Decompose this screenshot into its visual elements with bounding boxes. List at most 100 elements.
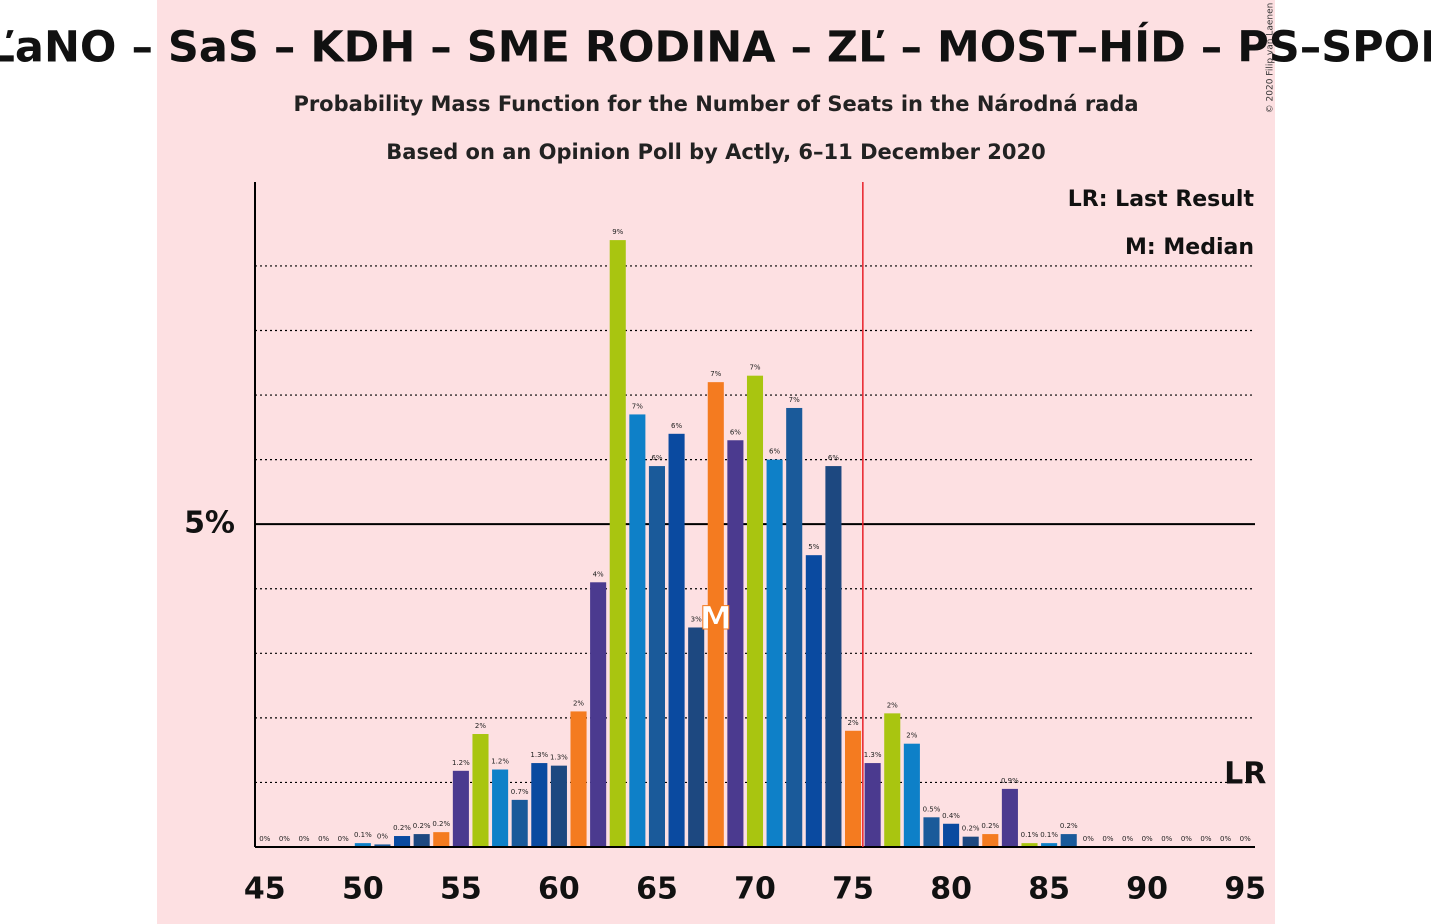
bar (472, 734, 489, 847)
bar (688, 627, 705, 847)
x-tick-label: 65 (636, 872, 678, 907)
value-label: 0% (1083, 835, 1094, 843)
value-label: 0% (1102, 835, 1113, 843)
value-label: 0% (318, 835, 329, 843)
value-label: 7% (789, 396, 800, 404)
value-label: 6% (730, 428, 741, 436)
value-label: 0.2% (393, 824, 411, 832)
value-label: 2% (887, 701, 898, 709)
legend-entry: LR: Last Result (1068, 187, 1255, 212)
bar (786, 407, 803, 847)
value-label: 1.3% (530, 751, 548, 759)
bar (511, 799, 528, 847)
bar (903, 743, 920, 847)
y-tick-label: 5% (184, 506, 235, 541)
bar (492, 769, 509, 847)
last-result-marker: LR (1224, 757, 1266, 792)
value-label: 6% (671, 422, 682, 430)
bar (609, 240, 626, 847)
bar (550, 765, 567, 847)
bar (884, 713, 901, 847)
bar (590, 582, 607, 847)
bar (982, 834, 999, 847)
bar (923, 817, 940, 847)
bar (531, 763, 548, 847)
bar (413, 834, 430, 847)
x-tick-label: 70 (734, 872, 776, 907)
bar (943, 823, 960, 847)
chart-subtitle: Based on an Opinion Poll by Actly, 6–11 … (386, 140, 1045, 164)
bar (805, 555, 822, 847)
bar (394, 836, 411, 847)
bar (668, 433, 685, 847)
x-tick-label: 80 (930, 872, 972, 907)
median-marker: M (700, 599, 732, 637)
x-tick-label: 95 (1224, 872, 1266, 907)
bar (452, 770, 469, 847)
value-label: 2% (573, 699, 584, 707)
bar (354, 843, 371, 847)
bar (727, 440, 744, 847)
value-label: 4% (593, 570, 604, 578)
bar (825, 466, 842, 847)
value-label: 0.2% (981, 822, 999, 830)
value-label: 0.2% (1060, 822, 1078, 830)
value-label: 1.3% (550, 754, 568, 762)
bar (374, 844, 391, 847)
value-label: 0.1% (1021, 831, 1039, 839)
value-label: 0% (1122, 835, 1133, 843)
value-label: 2% (847, 719, 858, 727)
x-tick-label: 50 (342, 872, 384, 907)
value-label: 7% (632, 402, 643, 410)
chart-subtitle: Probability Mass Function for the Number… (293, 92, 1138, 116)
value-label: 5% (808, 543, 819, 551)
chart-title: OĽaNO – SaS – KDH – SME RODINA – ZĽ – MO… (0, 22, 1431, 73)
value-label: 1.2% (452, 759, 470, 767)
value-label: 0% (338, 835, 349, 843)
value-label: 0% (1142, 835, 1153, 843)
value-label: 0.1% (1040, 831, 1058, 839)
value-label: 0% (259, 835, 270, 843)
value-label: 6% (651, 454, 662, 462)
value-label: 0% (1240, 835, 1251, 843)
value-label: 2% (906, 732, 917, 740)
bar (629, 414, 646, 847)
value-label: 1.3% (864, 751, 882, 759)
value-label: 3% (691, 615, 702, 623)
value-label: 0.4% (942, 812, 960, 820)
value-label: 0% (377, 832, 388, 840)
value-label: 7% (749, 364, 760, 372)
x-tick-label: 60 (538, 872, 580, 907)
value-label: 0.2% (962, 825, 980, 833)
bar (962, 836, 979, 847)
x-tick-label: 55 (440, 872, 482, 907)
value-label: 0% (1200, 835, 1211, 843)
bar (1041, 843, 1058, 847)
bar (1021, 843, 1038, 847)
value-label: 6% (828, 454, 839, 462)
bar (648, 466, 665, 847)
value-label: 0.5% (923, 805, 941, 813)
value-label: 2% (475, 722, 486, 730)
x-tick-label: 85 (1028, 872, 1070, 907)
value-label: 0.7% (511, 788, 529, 796)
value-label: 0% (1161, 835, 1172, 843)
value-label: 0% (1220, 835, 1231, 843)
x-tick-label: 90 (1126, 872, 1168, 907)
value-label: 6% (769, 448, 780, 456)
bar (570, 711, 587, 847)
value-label: 0.2% (432, 820, 450, 828)
value-label: 0.1% (354, 831, 372, 839)
bar (1060, 834, 1077, 847)
bar (766, 459, 783, 847)
value-label: 7% (710, 370, 721, 378)
bar (746, 375, 764, 847)
legend-entry: M: Median (1125, 235, 1254, 260)
copyright: © 2020 Filip van Laenen (1266, 3, 1276, 114)
value-label: 1.2% (491, 758, 509, 766)
bar (433, 832, 450, 847)
value-label: 0.9% (1001, 777, 1019, 785)
x-tick-label: 45 (244, 872, 286, 907)
x-tick-label: 75 (832, 872, 874, 907)
